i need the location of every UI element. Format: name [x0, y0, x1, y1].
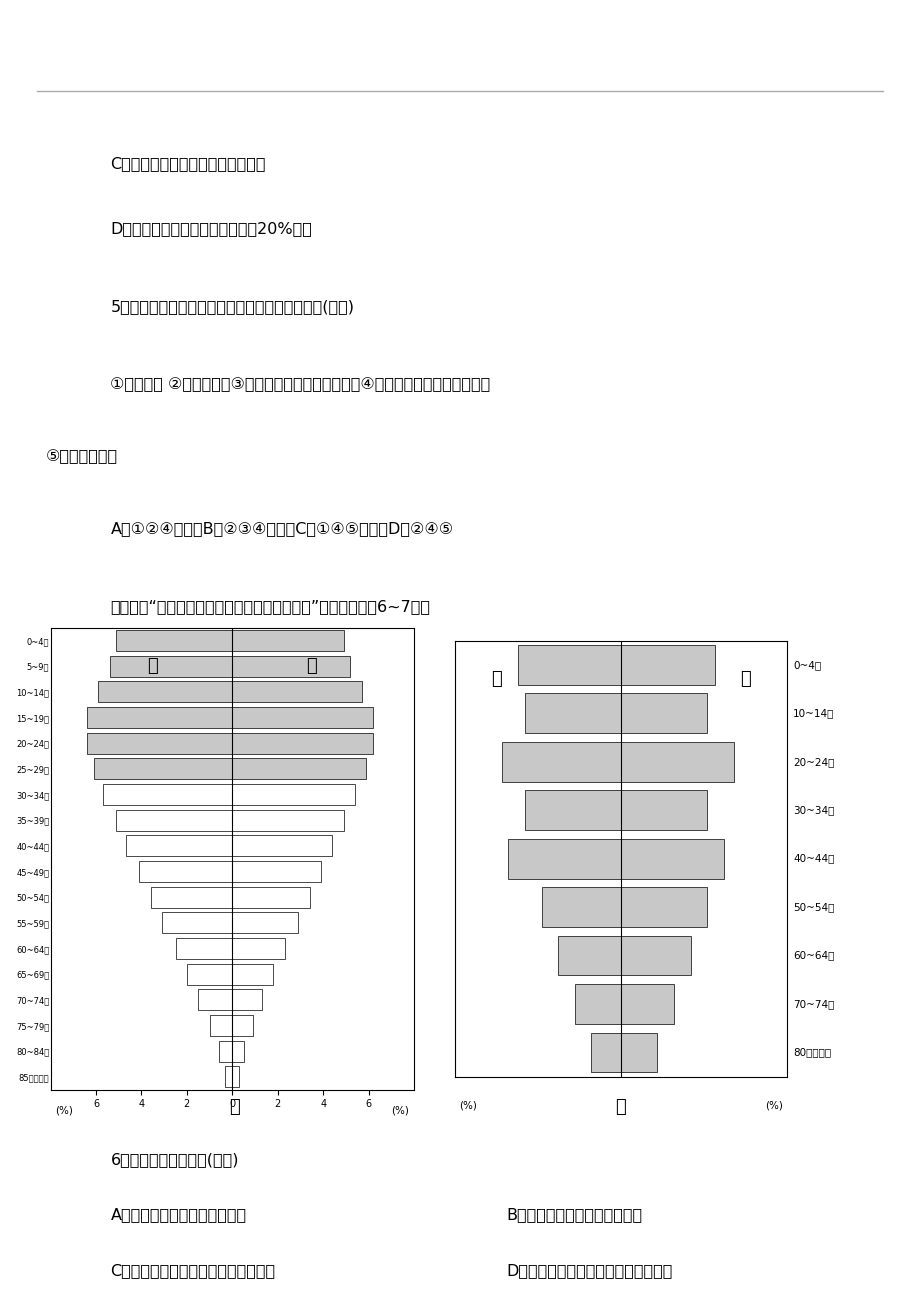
- Text: 40~44岁: 40~44岁: [792, 854, 834, 863]
- Bar: [94, 758, 233, 780]
- Bar: [176, 937, 233, 960]
- Text: 0~4岁: 0~4岁: [792, 660, 821, 669]
- Bar: [109, 655, 233, 677]
- Bar: [233, 937, 284, 960]
- Text: 乙: 乙: [615, 1098, 626, 1116]
- Bar: [117, 810, 233, 831]
- Bar: [517, 644, 620, 685]
- Text: 甲、乙是“两地不同年龄和性别的人口金字塔图”。读图，完戉6~7题。: 甲、乙是“两地不同年龄和性别的人口金字塔图”。读图，完戉6~7题。: [110, 599, 430, 615]
- Text: 女: 女: [739, 671, 750, 689]
- Bar: [162, 913, 233, 934]
- Text: 30~34岁: 30~34岁: [792, 805, 834, 815]
- Text: (%): (%): [459, 1101, 476, 1111]
- Bar: [233, 1066, 239, 1087]
- Text: (%): (%): [391, 1105, 409, 1116]
- Text: B．甲地人口性别结构严重失调: B．甲地人口性别结构严重失调: [505, 1207, 641, 1223]
- Bar: [233, 655, 350, 677]
- Text: ⑤国际劳务输出: ⑤国际劳务输出: [46, 449, 118, 465]
- Bar: [620, 984, 674, 1023]
- Bar: [233, 990, 262, 1010]
- Bar: [508, 838, 620, 879]
- Bar: [541, 887, 620, 927]
- Text: 女: 女: [147, 658, 158, 674]
- Bar: [103, 784, 233, 805]
- Text: 80岁及以上: 80岁及以上: [792, 1048, 831, 1057]
- Bar: [591, 1032, 620, 1073]
- Bar: [233, 913, 298, 934]
- Text: 甲: 甲: [229, 1098, 240, 1116]
- Bar: [233, 963, 273, 984]
- Bar: [233, 733, 373, 754]
- Bar: [620, 936, 690, 975]
- Text: D．乙地老龄化较重，年轻人负担较重: D．乙地老龄化较重，年轻人负担较重: [505, 1263, 672, 1279]
- Bar: [139, 861, 233, 881]
- Bar: [117, 630, 233, 651]
- Bar: [558, 936, 620, 975]
- Text: 男: 男: [491, 671, 502, 689]
- Bar: [219, 1040, 233, 1062]
- Text: 10~14岁: 10~14岁: [792, 708, 834, 719]
- Bar: [233, 1040, 244, 1062]
- Bar: [233, 887, 309, 907]
- Bar: [233, 707, 373, 728]
- Text: ①鼓励生育 ②产业升级　③提高外来移民的准入门槛　④加大对抚养儿童的支持力度: ①鼓励生育 ②产业升级 ③提高外来移民的准入门槛 ④加大对抚养儿童的支持力度: [110, 378, 490, 393]
- Bar: [233, 681, 361, 702]
- Text: C．人口增长较快，劳动力资源丰富: C．人口增长较快，劳动力资源丰富: [110, 156, 266, 172]
- Bar: [620, 790, 707, 831]
- Bar: [574, 984, 620, 1023]
- Bar: [87, 733, 233, 754]
- Bar: [525, 790, 620, 831]
- Text: 6．下列推测合理的是(　　): 6．下列推测合理的是( ): [110, 1152, 239, 1168]
- Text: (%): (%): [765, 1101, 782, 1111]
- Bar: [620, 887, 707, 927]
- Text: C．乙地年轻人少，大学生就业压力小: C．乙地年轻人少，大学生就业压力小: [110, 1263, 275, 1279]
- Text: 70~74岁: 70~74岁: [792, 999, 834, 1009]
- Bar: [125, 836, 233, 857]
- Bar: [501, 742, 620, 781]
- Bar: [151, 887, 233, 907]
- Text: D．人口负增长，老年人口比重达20%以上: D．人口负增长，老年人口比重达20%以上: [110, 221, 312, 237]
- Bar: [620, 838, 723, 879]
- Text: 20~24岁: 20~24岁: [792, 756, 834, 767]
- Text: 60~64岁: 60~64岁: [792, 950, 834, 961]
- Bar: [187, 963, 233, 984]
- Bar: [233, 784, 355, 805]
- Text: 5．下列措施能缓解该国人口现象带来的问题的是(　　): 5．下列措施能缓解该国人口现象带来的问题的是( ): [110, 299, 354, 315]
- Bar: [620, 644, 715, 685]
- Bar: [87, 707, 233, 728]
- Bar: [525, 694, 620, 733]
- Text: A．甲地人口增长数量比乙地多: A．甲地人口增长数量比乙地多: [110, 1207, 246, 1223]
- Bar: [233, 630, 343, 651]
- Bar: [233, 758, 366, 780]
- Text: 50~54岁: 50~54岁: [792, 902, 834, 913]
- Bar: [225, 1066, 233, 1087]
- Text: 男: 男: [306, 658, 317, 674]
- Text: (%): (%): [55, 1105, 73, 1116]
- Bar: [210, 1016, 233, 1036]
- Bar: [620, 1032, 657, 1073]
- Bar: [198, 990, 233, 1010]
- Bar: [620, 742, 732, 781]
- Bar: [233, 810, 343, 831]
- Bar: [233, 861, 321, 881]
- Bar: [233, 836, 332, 857]
- Bar: [233, 1016, 253, 1036]
- Bar: [620, 694, 707, 733]
- Bar: [98, 681, 233, 702]
- Text: A．①②④　　　B．②③④　　　C．①④⑤　　　D．②④⑤: A．①②④ B．②③④ C．①④⑤ D．②④⑤: [110, 521, 453, 536]
